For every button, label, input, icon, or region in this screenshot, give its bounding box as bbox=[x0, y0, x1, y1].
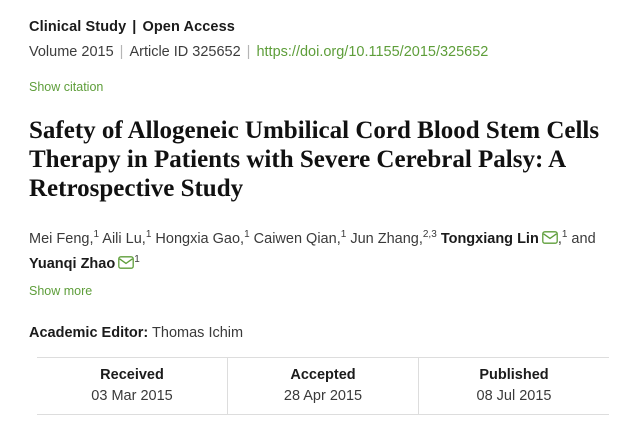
kicker-separator: | bbox=[132, 19, 137, 35]
meta-separator: | bbox=[246, 44, 251, 60]
published-date: 08 Jul 2015 bbox=[476, 388, 552, 404]
academic-editor-line: Academic Editor: Thomas Ichim bbox=[29, 325, 608, 341]
received-column: Received 03 Mar 2015 bbox=[37, 358, 227, 414]
article-kicker: Clinical Study | Open Access bbox=[29, 19, 608, 35]
author-affiliation-superscript: 1 bbox=[134, 254, 140, 266]
author-affiliation-superscript: 1 bbox=[244, 229, 250, 241]
author-name: Jun Zhang bbox=[350, 231, 419, 247]
author-name: Caiwen Qian bbox=[253, 231, 337, 247]
author-affiliation-superscript: 2,3 bbox=[422, 229, 437, 241]
email-icon[interactable] bbox=[541, 231, 558, 244]
doi-link[interactable]: https://doi.org/10.1155/2015/325652 bbox=[256, 44, 489, 60]
author-name: Hongxia Gao bbox=[155, 231, 241, 247]
published-column: Published 08 Jul 2015 bbox=[418, 358, 609, 414]
accepted-label: Accepted bbox=[290, 367, 356, 383]
article-id-label: Article ID 325652 bbox=[129, 44, 241, 60]
author-name: Tongxiang Lin bbox=[440, 231, 539, 247]
author-list: Mei Feng,1 Aili Lu,1 Hongxia Gao,1 Caiwe… bbox=[29, 229, 596, 272]
category-label: Clinical Study bbox=[29, 19, 127, 35]
show-more-link[interactable]: Show more bbox=[29, 284, 93, 298]
email-icon[interactable] bbox=[118, 256, 135, 269]
received-label: Received bbox=[100, 367, 164, 383]
show-citation-link[interactable]: Show citation bbox=[29, 80, 104, 94]
author-name: Mei Feng bbox=[29, 231, 90, 247]
academic-editor-name: Thomas Ichim bbox=[152, 325, 244, 341]
author-name: Aili Lu bbox=[102, 231, 142, 247]
academic-editor-label: Academic Editor: bbox=[29, 325, 149, 341]
received-date: 03 Mar 2015 bbox=[91, 388, 173, 404]
accepted-column: Accepted 28 Apr 2015 bbox=[227, 358, 418, 414]
article-header-page: Clinical Study | Open Access Volume 2015 | A… bbox=[29, 19, 609, 415]
article-meta: Volume 2015 | Article ID 325652 | https://do… bbox=[29, 44, 608, 60]
volume-label: Volume 2015 bbox=[29, 44, 114, 60]
author-affiliation-superscript: 1 bbox=[145, 229, 152, 241]
open-access-label: Open Access bbox=[142, 19, 235, 35]
accepted-date: 28 Apr 2015 bbox=[283, 388, 363, 404]
published-label: Published bbox=[479, 367, 549, 383]
meta-separator: | bbox=[119, 44, 124, 60]
author-name: Yuanqi Zhao bbox=[29, 256, 116, 272]
dates-table: Received 03 Mar 2015 Accepted 28 Apr 201… bbox=[37, 357, 609, 415]
article-title: Safety of Allogeneic Umbilical Cord Bloo… bbox=[29, 117, 600, 202]
author-affiliation-superscript: 1 bbox=[340, 229, 347, 241]
author-affiliation-superscript: 1 bbox=[561, 229, 568, 241]
author-affiliation-superscript: 1 bbox=[93, 229, 100, 241]
